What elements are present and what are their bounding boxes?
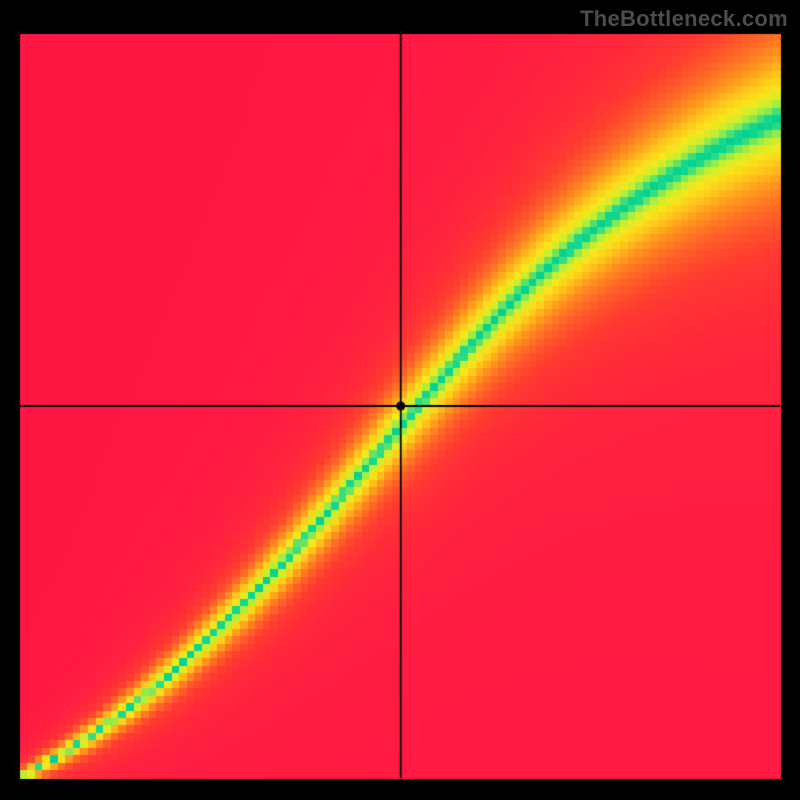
chart-container: { "watermark": { "text": "TheBottleneck.…: [0, 0, 800, 800]
crosshair-overlay: [0, 0, 800, 800]
